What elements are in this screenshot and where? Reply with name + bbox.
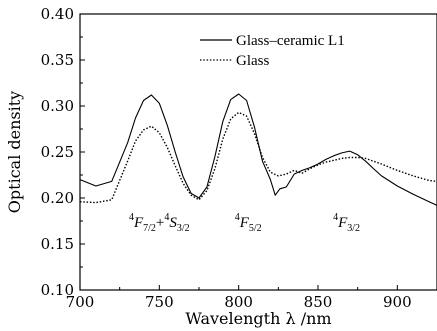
y-axis-label: Optical density [5, 91, 24, 213]
x-tick-label: 700 [66, 293, 95, 311]
annotation-a3: 4F3/2 [333, 212, 360, 234]
x-tick-label: 850 [304, 293, 333, 311]
y-tick-label: 0.30 [41, 97, 74, 115]
y-tick-label: 0.25 [41, 143, 74, 161]
series-line-2 [79, 111, 437, 204]
annotation-a2: 4F5/2 [235, 212, 262, 234]
y-tick-label: 0.40 [41, 5, 74, 23]
legend-label-1: Glass–ceramic L1 [236, 33, 345, 49]
y-tick-label: 0.15 [41, 235, 74, 253]
annotation-a1: 4F7/2+4S3/2 [129, 212, 190, 234]
series-line-1 [79, 93, 437, 206]
legend-label-2: Glass [236, 53, 269, 69]
x-tick-label: 750 [145, 293, 174, 311]
y-tick-label: 0.20 [41, 189, 74, 207]
x-tick-label: 900 [383, 293, 412, 311]
y-tick-label: 0.35 [41, 51, 74, 69]
y-tick-label: 0.10 [41, 281, 74, 299]
x-axis-label: Wavelength λ /nm [185, 309, 331, 328]
x-tick-label: 800 [224, 293, 253, 311]
